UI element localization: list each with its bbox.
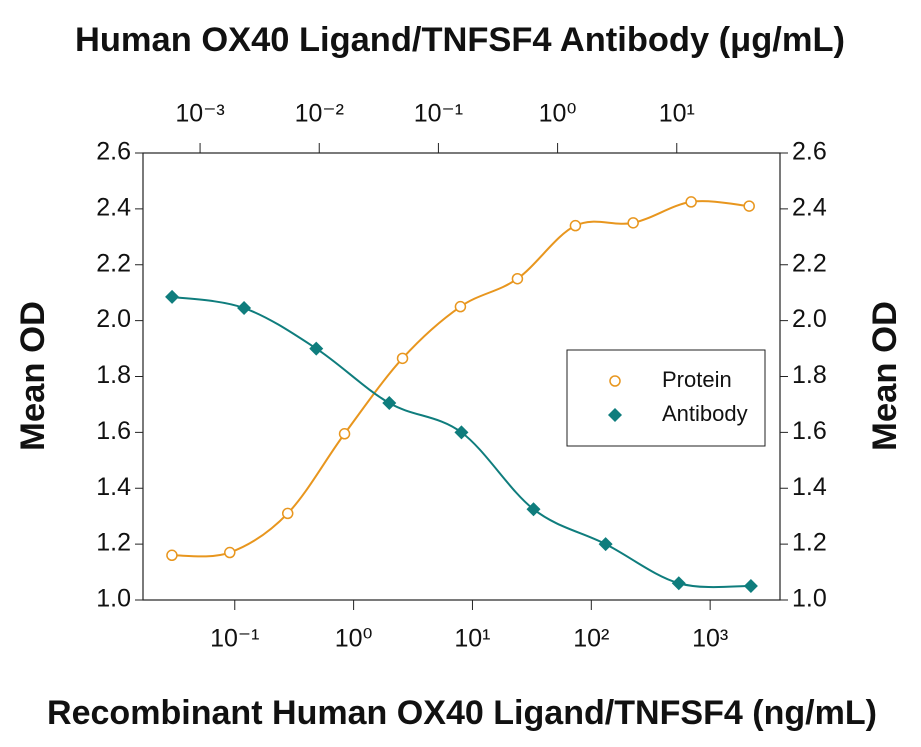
data-point xyxy=(743,200,755,212)
x2-tick-label: 10⁰ xyxy=(539,100,577,128)
y2-tick-label: 2.4 xyxy=(792,193,827,221)
data-point xyxy=(224,546,236,559)
x-tick-label: 10¹ xyxy=(454,625,490,653)
y-tick-label: 2.0 xyxy=(96,305,131,333)
y2-tick-label: 2.6 xyxy=(792,138,827,166)
y-tick-label: 2.4 xyxy=(96,193,131,221)
data-point xyxy=(671,576,686,591)
data-point xyxy=(237,301,252,316)
x-tick-label: 10³ xyxy=(692,625,728,653)
x2-tick-label: 10¹ xyxy=(659,100,695,128)
data-point xyxy=(627,217,639,229)
y2-tick-label: 1.4 xyxy=(792,473,827,501)
legend-label: Protein xyxy=(662,367,732,392)
x2-tick-label: 10⁻² xyxy=(295,100,344,128)
data-point xyxy=(281,507,294,520)
legend-label: Antibody xyxy=(662,401,748,426)
y-tick-label: 1.4 xyxy=(96,473,131,501)
y2-tick-label: 1.6 xyxy=(792,417,827,445)
y2-tick-label: 2.0 xyxy=(792,305,827,333)
y2-tick-label: 1.8 xyxy=(792,361,827,389)
x-axis-label: Recombinant Human OX40 Ligand/TNFSF4 (ng… xyxy=(47,694,877,732)
x2-tick-label: 10⁻³ xyxy=(175,100,224,128)
data-point xyxy=(396,352,409,365)
x2-tick-label: 10⁻¹ xyxy=(414,100,463,128)
y2-tick-label: 1.0 xyxy=(792,585,827,613)
data-point xyxy=(454,425,469,440)
data-point xyxy=(526,502,541,517)
data-point xyxy=(338,428,351,440)
y-tick-label: 1.0 xyxy=(96,585,131,613)
y-axis-label: Mean OD xyxy=(14,301,52,451)
y-tick-label: 2.6 xyxy=(96,138,131,166)
x-tick-label: 10⁻¹ xyxy=(210,625,259,653)
fit-curve xyxy=(171,200,750,558)
data-point xyxy=(309,341,324,356)
y2-tick-label: 2.2 xyxy=(792,249,827,277)
legend-marker xyxy=(609,375,621,387)
data-point xyxy=(685,196,697,208)
legend-box xyxy=(566,349,766,447)
chart-title: Human OX40 Ligand/TNFSF4 Antibody (μg/mL… xyxy=(75,21,845,59)
y2-tick-label: 1.2 xyxy=(792,529,827,557)
y-tick-label: 1.8 xyxy=(96,361,131,389)
y-tick-label: 2.2 xyxy=(96,249,131,277)
data-point xyxy=(743,579,758,594)
y-tick-label: 1.2 xyxy=(96,529,131,557)
data-point xyxy=(598,537,613,552)
data-point xyxy=(569,219,582,232)
data-point xyxy=(454,300,467,313)
data-point xyxy=(511,272,524,285)
y-tick-label: 1.6 xyxy=(96,417,131,445)
y2-axis-label: Mean OD xyxy=(866,301,904,451)
x-tick-label: 10² xyxy=(573,625,609,653)
data-point xyxy=(165,289,180,304)
x-tick-label: 10⁰ xyxy=(335,625,373,653)
data-point xyxy=(166,549,178,562)
data-point xyxy=(382,396,397,411)
legend-marker xyxy=(608,408,622,422)
